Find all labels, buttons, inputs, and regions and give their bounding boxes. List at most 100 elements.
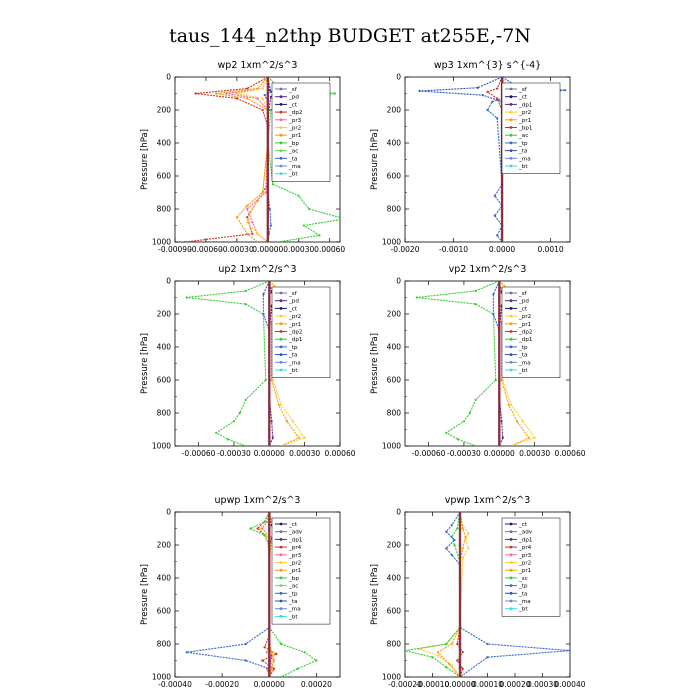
data-point: [507, 403, 510, 406]
legend-entry: _pr3: [518, 553, 532, 559]
data-point: [263, 534, 266, 537]
data-point: [269, 95, 273, 98]
data-point: [461, 527, 464, 530]
legend-entry: _pr1: [518, 568, 532, 574]
data-point: [269, 108, 273, 112]
data-point: [496, 117, 499, 120]
data-point: [500, 420, 503, 423]
y-tick-label: 800: [157, 640, 172, 649]
data-point: [225, 92, 228, 95]
legend-marker: [509, 156, 513, 160]
legend-marker: [509, 299, 513, 303]
data-point: [467, 532, 470, 535]
data-point: [303, 436, 306, 439]
y-axis-label: Pressure [hPa]: [370, 333, 380, 394]
data-point: [494, 378, 497, 382]
legend-marker: [279, 330, 283, 333]
data-point: [445, 666, 448, 669]
data-point: [418, 89, 421, 93]
data-point: [261, 191, 264, 194]
panel-3: up2 1xm^2/s^3 Pressure [hPa] 0 200 400 600 800…: [140, 264, 356, 458]
data-point: [272, 667, 276, 670]
legend-entry: _sf: [518, 291, 528, 297]
data-point: [486, 656, 489, 659]
legend-entry: _ac: [518, 133, 528, 139]
panel-2: wp3 1xm^{3} s^{-4} Pressure [hPa] 0 200 400 6…: [370, 60, 571, 254]
data-point: [185, 651, 188, 654]
legend-entry: _adv: [518, 530, 533, 536]
x-tick-label: 0.00030: [283, 245, 314, 254]
data-point: [246, 221, 249, 224]
legend-marker: [509, 538, 513, 541]
data-point: [474, 398, 477, 401]
data-point: [492, 293, 495, 296]
data-point: [246, 204, 249, 207]
data-point: [453, 543, 456, 547]
legend-marker: [509, 141, 513, 145]
legend-entry: _ta: [288, 353, 297, 359]
legend-entry: _sf: [288, 291, 298, 297]
legend-marker: [279, 299, 283, 303]
legend-entry: _ta: [288, 599, 297, 605]
legend-marker: [279, 522, 283, 526]
data-point: [277, 403, 280, 406]
legend-marker: [279, 291, 283, 295]
legend-entry: _dp1: [518, 102, 533, 108]
data-point: [261, 659, 264, 662]
data-point: [405, 649, 407, 652]
legend-marker: [279, 110, 283, 114]
data-point: [251, 232, 254, 235]
data-point: [215, 431, 218, 434]
y-tick-label: 400: [157, 139, 172, 148]
legend-marker: [279, 368, 283, 372]
data-point: [235, 216, 238, 219]
data-point: [261, 87, 264, 90]
data-point: [258, 527, 261, 530]
y-tick-label: 1000: [152, 442, 171, 451]
legend-entry: _ac: [288, 149, 298, 155]
data-point: [486, 642, 489, 646]
data-point: [262, 312, 265, 316]
x-tick-label: 0.00000: [252, 245, 283, 254]
x-tick-label: 0.00010: [472, 680, 503, 689]
legend-entry: _bt: [518, 368, 528, 374]
y-tick-label: 800: [387, 409, 402, 418]
data-point: [453, 538, 456, 542]
legend-entry: _pr1: [518, 322, 532, 328]
data-point: [262, 293, 265, 296]
y-tick-label: 0: [396, 508, 401, 517]
legend-entry: _ct: [288, 102, 298, 108]
y-tick-label: 0: [166, 508, 171, 517]
legend-marker: [509, 330, 513, 333]
legend-entry: _bt: [518, 164, 528, 170]
data-point: [270, 420, 273, 423]
data-point: [450, 642, 453, 646]
data-point: [496, 97, 499, 100]
data-point: [474, 289, 477, 292]
data-point: [515, 420, 519, 423]
y-tick-label: 200: [157, 310, 172, 319]
legend-entry: _ct: [518, 95, 528, 101]
data-point: [509, 444, 513, 446]
y-axis-label: Pressure [hPa]: [140, 564, 150, 625]
data-point: [344, 218, 346, 220]
legend-marker: [509, 522, 513, 526]
data-point: [333, 92, 336, 95]
y-tick-label: 1000: [382, 238, 401, 247]
series-line-dp2: [185, 77, 269, 242]
y-tick-label: 800: [387, 205, 402, 214]
data-point: [279, 444, 283, 446]
data-point: [244, 444, 247, 446]
series-line-ta: [419, 77, 503, 242]
panel-4: vp2 1xm^2/s^3 Pressure [hPa] 0 200 400 600 800…: [370, 264, 586, 458]
series-line-pr1: [437, 512, 467, 677]
data-point: [491, 100, 494, 103]
y-tick-label: 400: [157, 574, 172, 583]
x-tick-label: 0.0000: [489, 245, 515, 254]
x-tick-label: -0.00030: [220, 245, 254, 254]
legend-entry: _dp1: [518, 337, 533, 343]
legend-marker: [509, 133, 513, 137]
y-tick-label: 200: [157, 106, 172, 115]
data-point: [509, 403, 513, 406]
